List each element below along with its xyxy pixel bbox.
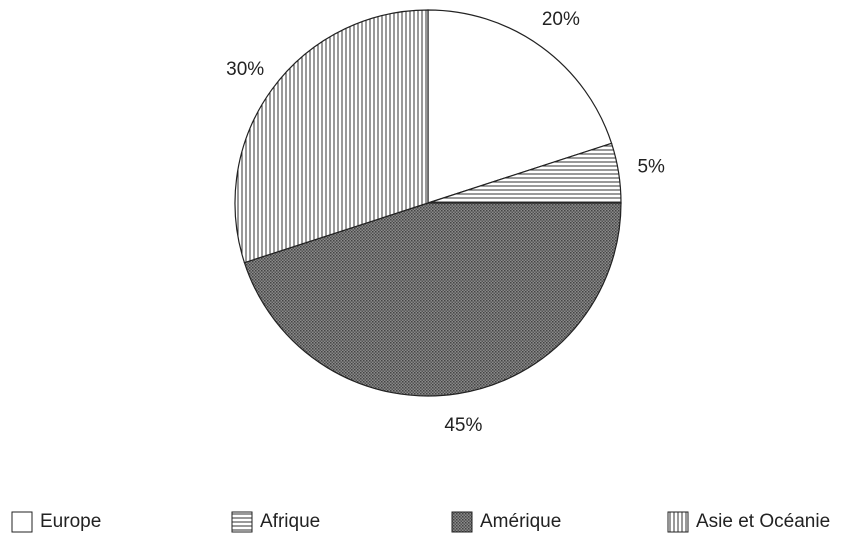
data-label: 20% [542,9,580,30]
legend-label: Afrique [260,511,320,532]
legend-swatch [11,511,33,533]
pie-slice [234,9,429,264]
legend-label: Europe [40,511,101,532]
legend-label: Asie et Océanie [696,511,830,532]
legend-swatch [667,511,689,533]
pie-slice [427,9,613,204]
data-label: 30% [226,59,264,80]
data-label: 45% [444,415,482,436]
pie-slice [243,202,622,397]
legend-label: Amérique [480,511,561,532]
data-label: 5% [637,157,665,178]
legend-swatch [451,511,473,533]
legend-swatch [231,511,253,533]
